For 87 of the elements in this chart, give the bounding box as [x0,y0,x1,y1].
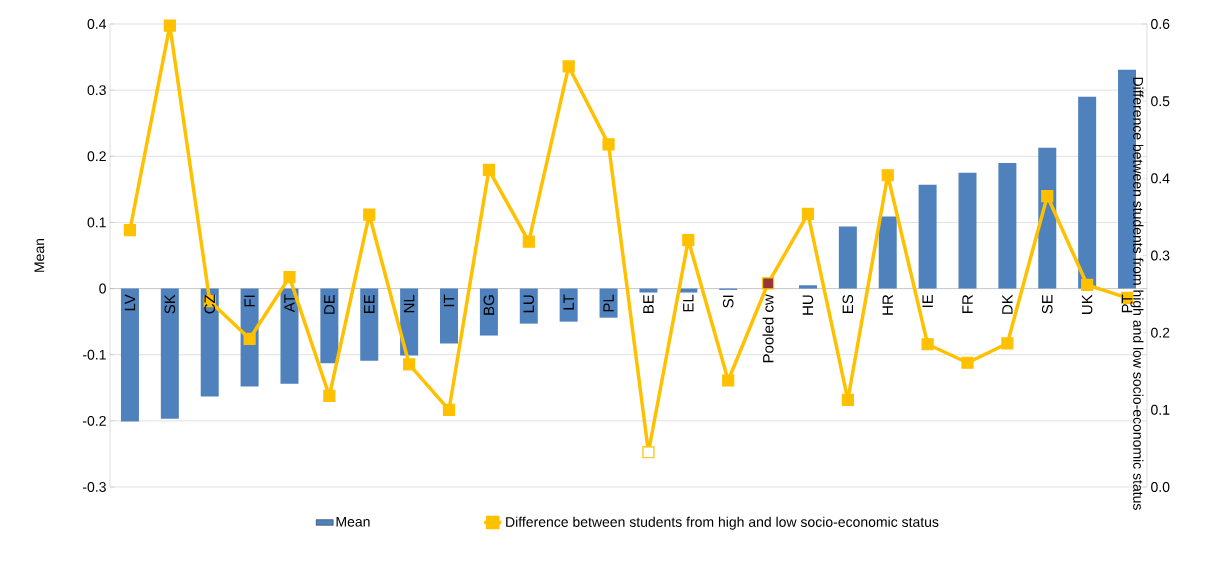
point [442,403,456,416]
x-tick-label: FI [244,295,255,307]
bar [120,288,139,422]
x-tick-label: DE [324,294,335,314]
y-axis-title: Mean [34,238,45,272]
bar [998,162,1017,289]
y2-tick-label: 0.6 [1151,19,1170,29]
y2-tick-label: 0.1 [1151,404,1170,415]
point [722,374,735,387]
y-tick-label: 0.2 [87,151,106,162]
y-tick-label: 0.1 [87,217,106,228]
point [482,163,495,176]
bar [320,288,339,364]
point [841,393,854,406]
x-tick-label: UK [1081,294,1093,314]
bar [200,288,219,397]
bar [559,288,578,322]
x-tick-label: CZ [204,294,216,314]
bar [918,184,937,289]
point [403,358,416,371]
legend-label: Difference between students from high and low socio-economic status [506,516,939,530]
y2-tick-label: 0.2 [1151,327,1170,338]
bar [160,288,179,419]
x-tick-label: LU [523,295,535,313]
x-tick-label: HR [882,294,893,315]
x-tick-label: FR [962,294,973,314]
point [961,356,974,369]
point [283,271,296,284]
x-tick-label: HU [802,295,814,315]
bar [639,288,658,293]
x-tick-label: BE [643,294,654,314]
x-tick-label: NL [403,294,415,313]
y2-tick-label: 0.4 [1151,173,1170,184]
point [562,60,575,73]
bar [479,288,498,336]
point [602,138,615,151]
y-tick-label: -0.3 [82,482,106,492]
bar [798,285,817,289]
x-tick-label: IT [443,294,455,307]
point [1001,337,1014,350]
point [363,208,376,221]
point [921,338,934,351]
bar [679,288,698,293]
x-tick-label: DK [1002,294,1013,314]
y-tick-label: -0.1 [82,349,106,360]
y-tick-label: -0.2 [82,415,106,426]
point [1041,189,1054,203]
point [163,19,176,32]
bar [958,172,977,289]
x-tick-label: SE [1041,294,1053,314]
y-tick-label: 0.3 [87,85,106,96]
x-tick-label: SI [722,295,734,308]
y2-tick-label: 0.3 [1151,250,1170,261]
x-tick-label: IE [922,294,933,308]
x-tick-label: EE [364,294,375,314]
x-tick-label: PL [603,294,614,312]
point [522,235,535,248]
bar [519,288,538,324]
legend-label: Mean [336,516,370,527]
bar [280,288,299,384]
bar [599,288,618,318]
point [682,233,695,247]
y-tick-label: 0 [99,283,106,294]
x-tick-label: EL [683,294,694,312]
bar [838,226,857,289]
point [642,446,655,459]
point [801,207,815,220]
x-tick-label: BG [483,295,495,315]
bar [440,288,459,344]
point [243,332,256,345]
x-tick-label: AT [284,294,295,313]
x-tick-label: LT [563,294,574,310]
point [881,169,894,182]
x-tick-label: ES [842,294,854,314]
point [323,389,336,403]
y2-tick-label: 0.0 [1151,482,1170,492]
point [1081,278,1094,291]
y-tick-label: 0.4 [87,19,107,29]
x-tick-label: SK [164,294,176,314]
bar [360,288,379,361]
y2-tick-label: 0.5 [1151,96,1170,107]
point [123,223,137,237]
point [761,277,775,290]
bar [878,216,897,289]
bar [1078,96,1097,289]
x-tick-label: Pooled cw [762,294,774,363]
x-tick-label: LV [124,294,136,311]
